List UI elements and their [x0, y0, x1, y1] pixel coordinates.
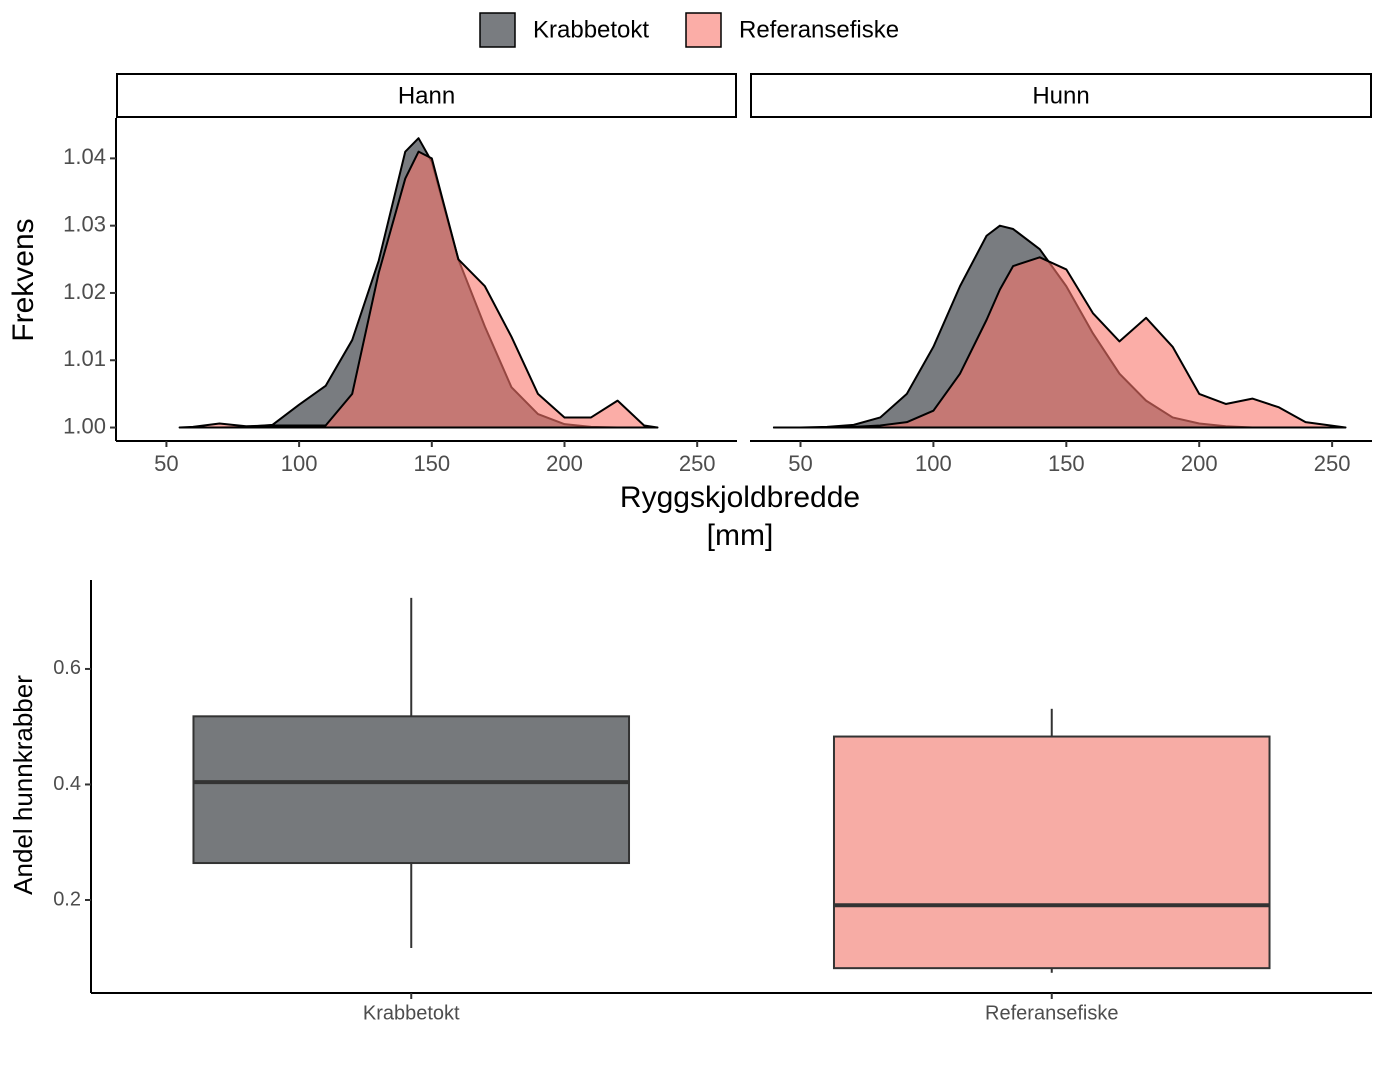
- box: [192, 715, 631, 865]
- y-tick-label: 1.01: [63, 346, 106, 371]
- y-axis-title: Andel hunnkrabber: [8, 675, 38, 895]
- y-tick-label: 0.6: [53, 657, 81, 679]
- y-tick-label: 0.2: [53, 888, 81, 910]
- x-tick-label: 250: [1314, 451, 1351, 476]
- x-tick-label: 150: [413, 451, 450, 476]
- facet-title: Hunn: [1032, 82, 1089, 109]
- x-tick-label: Krabbetokt: [363, 1002, 460, 1024]
- legend-label: Referansefiske: [739, 16, 899, 43]
- density-area: [178, 150, 659, 429]
- facet-strip: [116, 73, 737, 118]
- legend-key: [685, 12, 722, 48]
- box: [832, 735, 1271, 970]
- x-axis-title: Ryggskjoldbredde: [620, 481, 860, 514]
- x-tick-label: Referansefiske: [985, 1002, 1118, 1024]
- x-tick-label: 150: [1048, 451, 1085, 476]
- y-tick-label: 1.04: [63, 144, 106, 169]
- x-tick-label: 250: [679, 451, 716, 476]
- x-tick-label: 100: [281, 451, 318, 476]
- facet-strip: [750, 73, 1372, 118]
- y-tick-label: 0.4: [53, 773, 81, 795]
- x-tick-label: 50: [154, 451, 178, 476]
- x-tick-label: 200: [1181, 451, 1218, 476]
- x-tick-label: 50: [788, 451, 812, 476]
- facet-title: Hann: [398, 82, 455, 109]
- legend-label: Krabbetokt: [533, 16, 649, 43]
- x-tick-label: 100: [915, 451, 952, 476]
- density-area: [772, 256, 1347, 429]
- y-tick-label: 1.03: [63, 211, 106, 236]
- y-axis-title: Frekvens: [7, 218, 40, 341]
- y-tick-label: 1.02: [63, 279, 106, 304]
- y-tick-label: 1.00: [63, 413, 106, 438]
- x-tick-label: 200: [546, 451, 583, 476]
- x-axis-title: [mm]: [707, 519, 774, 552]
- legend-key: [479, 12, 516, 48]
